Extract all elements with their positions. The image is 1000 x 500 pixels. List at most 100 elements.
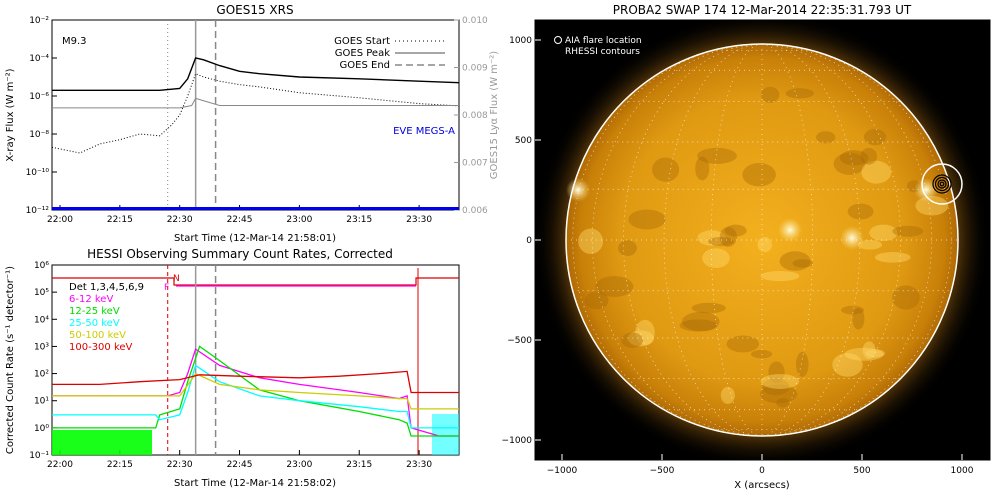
swap-y-tick-label: −1000 bbox=[502, 436, 533, 446]
hessi-flag-n: N bbox=[173, 274, 180, 284]
hessi-series-line bbox=[52, 348, 459, 437]
hessi-y-tick-label: 10⁵ bbox=[34, 288, 49, 298]
hessi-legend-title: Det 1,3,4,5,6,9 bbox=[69, 282, 144, 293]
swap-texture-blob bbox=[862, 341, 876, 359]
goes-y-tick-label: 10⁻⁸ bbox=[29, 130, 49, 140]
swap-texture-blob bbox=[726, 335, 760, 353]
hessi-x-axis-label: Start Time (12-Mar-14 21:58:02) bbox=[174, 478, 336, 489]
swap-texture-blob bbox=[578, 228, 604, 254]
swap-texture-blob bbox=[691, 302, 726, 314]
hessi-title: HESSI Observing Summary Count Rates, Cor… bbox=[87, 247, 393, 261]
goes-series-line bbox=[52, 97, 459, 109]
swap-texture-blob bbox=[832, 353, 863, 377]
swap-x-axis-label: X (arcsecs) bbox=[734, 480, 790, 491]
hessi-x-tick-label: 22:45 bbox=[227, 460, 253, 470]
swap-rhessi-contour bbox=[937, 179, 947, 189]
swap-texture-blob bbox=[761, 378, 790, 396]
swap-texture-blob bbox=[757, 237, 772, 253]
hessi-y-axis-label: Corrected Count Rate (s⁻¹ detector⁻¹) bbox=[5, 266, 16, 454]
swap-texture-blob bbox=[796, 351, 809, 378]
hessi-y-ticks: 10⁻¹ 10⁰ 10¹ 10² 10³ 10⁴ 10⁵ 10⁶ bbox=[29, 261, 57, 461]
goes-y-tick-label: 10⁻⁶ bbox=[29, 92, 49, 102]
swap-texture-blob bbox=[844, 347, 884, 361]
swap-legend-swatch bbox=[554, 47, 562, 55]
swap-limb bbox=[565, 43, 959, 437]
goes-x-tick-label: 22:15 bbox=[107, 215, 133, 225]
hessi-series-line bbox=[52, 364, 459, 429]
swap-texture-blob bbox=[760, 270, 800, 282]
swap-rhessi-contour bbox=[939, 181, 945, 187]
swap-x-tick-label: 1000 bbox=[951, 466, 974, 476]
swap-texture-blob bbox=[627, 330, 654, 347]
swap-rhessi-contours bbox=[932, 174, 952, 194]
goes-x-tick-label: 22:30 bbox=[167, 215, 193, 225]
goes-x-tick-label: 22:45 bbox=[227, 215, 253, 225]
goes-legend-label: GOES End bbox=[340, 60, 390, 71]
hessi-legend-label: 6-12 keV bbox=[69, 294, 113, 305]
swap-x-ticks: −1000 −500 0 500 1000 bbox=[547, 454, 974, 476]
swap-texture-blob bbox=[816, 131, 836, 144]
hessi-series-line bbox=[52, 345, 459, 437]
goes-legend-label: GOES Peak bbox=[335, 48, 390, 59]
hessi-x-tick-label: 23:00 bbox=[286, 460, 312, 470]
swap-grid-longitude bbox=[761, 43, 814, 437]
swap-texture-blob bbox=[719, 227, 737, 247]
hessi-x-tick-label: 23:15 bbox=[346, 460, 372, 470]
goes-y-tick-label-right: 0.007 bbox=[462, 159, 488, 169]
goes-y-tick-label-right: 0.009 bbox=[462, 64, 488, 74]
swap-bright-region bbox=[778, 218, 802, 242]
swap-texture-blob bbox=[847, 203, 874, 220]
goes-panel: GOES15 XRS 10⁻¹² 10⁻¹⁰ 10⁻⁸ 10⁻⁶ 10⁻⁴ 10⁻² 0.… bbox=[5, 3, 500, 244]
swap-y-ticks: −1000 −500 0 500 1000 bbox=[502, 36, 541, 446]
swap-x-tick-label: −500 bbox=[650, 466, 675, 476]
swap-texture-blob bbox=[861, 160, 892, 184]
goes-x-tick-label: 22:00 bbox=[47, 215, 73, 225]
swap-texture-blob bbox=[776, 397, 790, 408]
swap-texture-blob bbox=[720, 386, 735, 404]
hessi-x-tick-label: 22:30 bbox=[167, 460, 193, 470]
goes-y-axis-label: X-ray Flux (W m⁻²) bbox=[5, 68, 16, 161]
swap-texture-blob bbox=[760, 374, 800, 389]
hessi-attenuator-line bbox=[52, 277, 459, 286]
swap-texture-blob bbox=[760, 86, 780, 103]
swap-texture-blob bbox=[595, 276, 634, 297]
swap-rhessi-contour bbox=[932, 174, 952, 194]
goes-y-tick-label: 10⁻¹⁰ bbox=[26, 168, 50, 178]
hessi-x-tick-label: 22:00 bbox=[47, 460, 73, 470]
swap-y-tick-label: 1000 bbox=[509, 36, 532, 46]
swap-rhessi-contour bbox=[934, 176, 950, 192]
hessi-low-data-fill bbox=[52, 430, 152, 455]
hessi-legend-label: 100-300 keV bbox=[69, 342, 133, 353]
swap-legend-label: RHESSI contours bbox=[565, 47, 640, 57]
swap-texture-blob bbox=[852, 307, 865, 330]
swap-grid-longitude bbox=[710, 43, 763, 437]
swap-texture-blob bbox=[702, 248, 730, 268]
swap-texture-blob bbox=[584, 291, 609, 310]
swap-legend-label: AIA flare location bbox=[565, 36, 642, 46]
goes-legend-label: GOES Start bbox=[334, 36, 390, 47]
swap-texture-blob bbox=[863, 128, 887, 146]
swap-bright-region bbox=[566, 178, 590, 202]
swap-x-tick-label: 500 bbox=[853, 466, 870, 476]
hessi-x-tick-label: 23:30 bbox=[406, 460, 432, 470]
goes-plot-frame bbox=[51, 19, 460, 211]
swap-x-tick-label: −1000 bbox=[547, 466, 578, 476]
swap-y-tick-label: 0 bbox=[526, 236, 532, 246]
swap-texture-blob bbox=[652, 157, 680, 182]
goes-event-lines bbox=[167, 20, 217, 210]
goes-legend: GOES Start GOES Peak GOES End bbox=[334, 36, 445, 71]
swap-texture-blob bbox=[724, 224, 747, 237]
goes-title: GOES15 XRS bbox=[216, 3, 293, 17]
swap-y-tick-label: 500 bbox=[515, 136, 532, 146]
swap-texture-blob bbox=[869, 224, 898, 242]
goes-y-ticks: 10⁻¹² 10⁻¹⁰ 10⁻⁸ 10⁻⁶ 10⁻⁴ 10⁻² bbox=[26, 16, 57, 216]
hessi-y-tick-label: 10⁰ bbox=[34, 424, 49, 434]
swap-title: PROBA2 SWAP 174 12-Mar-2014 22:35:31.793… bbox=[613, 3, 912, 17]
goes-y-tick-label-right: 0.008 bbox=[462, 111, 488, 121]
swap-texture-blob bbox=[792, 259, 814, 268]
hessi-plot-frame bbox=[51, 264, 460, 456]
swap-texture-blob bbox=[865, 349, 885, 358]
swap-texture-blob bbox=[697, 147, 737, 164]
goes-x-axis-label: Start Time (12-Mar-14 21:58:01) bbox=[174, 233, 336, 244]
hessi-y-tick-label: 10² bbox=[34, 370, 49, 380]
